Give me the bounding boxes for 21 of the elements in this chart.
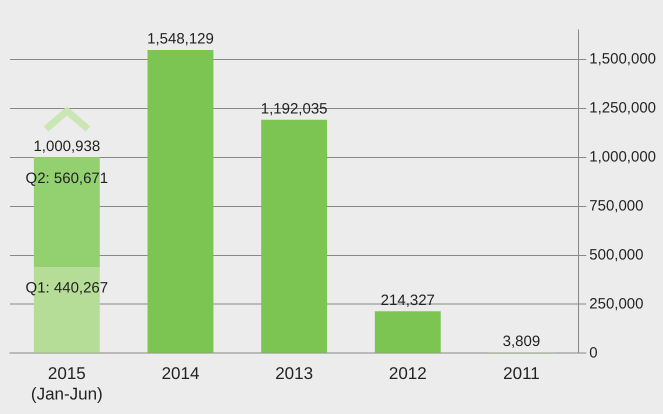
y-tick-label: 1,250,000 [589, 99, 656, 116]
data-label: 1,192,035 [260, 100, 328, 118]
x-tick-label: 2015 (Jan-Jun) [30, 364, 103, 404]
data-label: 3,809 [502, 333, 540, 350]
x-tick-label: 2012 [388, 364, 427, 384]
y-tick-label: 1,500,000 [589, 50, 656, 68]
y-tick-label: 750,000 [589, 197, 644, 214]
bar [374, 311, 441, 353]
bar [148, 50, 214, 353]
y-tick-label: 1,000,000 [589, 148, 656, 166]
data-label: Q1: 440,267 [26, 280, 108, 297]
total-label: 1,000,938 [33, 138, 100, 155]
bar [261, 120, 328, 353]
data-label: 214,327 [380, 292, 435, 309]
y-tick-label: 250,000 [589, 295, 644, 312]
x-tick-label: 2014 [162, 364, 200, 384]
data-label: 1,548,129 [147, 30, 214, 48]
y-tick-label: 500,000 [589, 246, 644, 264]
x-tick-label: 2011 [503, 364, 540, 384]
y-tick-label: 0 [589, 344, 598, 362]
x-tick-label: 2013 [275, 364, 314, 384]
